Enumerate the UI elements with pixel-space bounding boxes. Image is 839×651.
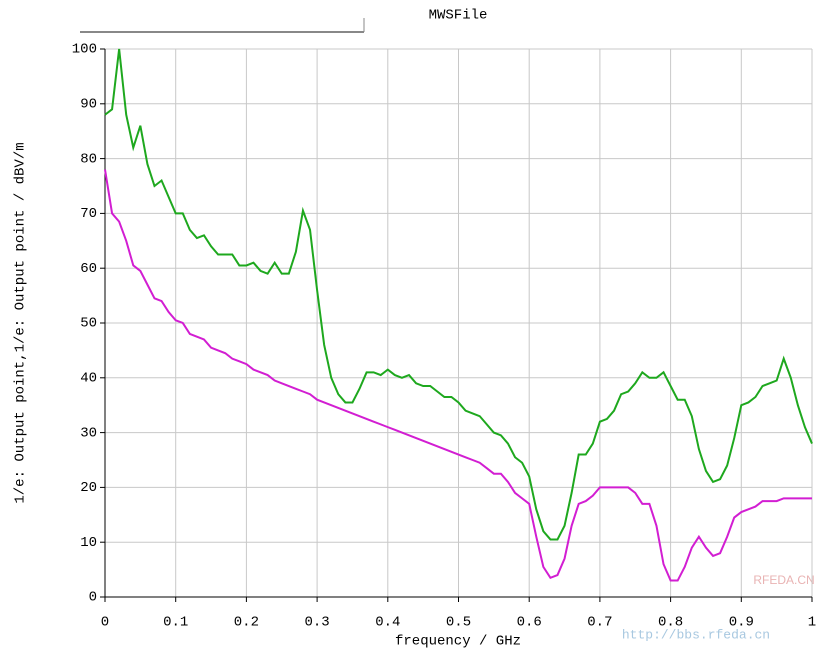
x-tick-label: 0.6 xyxy=(517,615,542,631)
y-tick-label: 10 xyxy=(80,535,97,551)
x-tick-label: 0.9 xyxy=(729,615,754,631)
chart-title: MWSFile xyxy=(429,8,488,24)
y-tick-label: 90 xyxy=(80,97,97,113)
x-axis-label: frequency / GHz xyxy=(395,634,521,650)
y-tick-label: 80 xyxy=(80,151,97,167)
y-tick-label: 30 xyxy=(80,425,97,441)
y-tick-label: 40 xyxy=(80,371,97,387)
x-tick-label: 0.8 xyxy=(658,615,683,631)
y-tick-label: 20 xyxy=(80,480,97,496)
x-tick-label: 0.5 xyxy=(446,615,471,631)
data-line xyxy=(104,169,812,582)
y-tick-label: 0 xyxy=(89,590,97,606)
x-tick-label: 0.4 xyxy=(375,615,400,631)
y-axis-label: 1/e: Output point,1/e: Output point / dB… xyxy=(13,142,29,503)
y-tick-label: 50 xyxy=(80,316,97,332)
x-tick-label: 0.2 xyxy=(234,615,259,631)
y-tick-label: 70 xyxy=(80,206,97,222)
x-tick-label: 1 xyxy=(808,615,816,631)
x-tick-label: 0.1 xyxy=(163,615,188,631)
data-line xyxy=(104,48,813,541)
y-tick-label: 100 xyxy=(72,42,97,58)
x-tick-label: 0.7 xyxy=(587,615,612,631)
watermark: RFEDA.CN xyxy=(753,573,814,587)
x-tick-label: 0.3 xyxy=(304,615,329,631)
y-tick-label: 60 xyxy=(80,261,97,277)
x-tick-label: 0 xyxy=(101,615,109,631)
watermark: http://bbs.rfeda.cn xyxy=(622,627,770,642)
